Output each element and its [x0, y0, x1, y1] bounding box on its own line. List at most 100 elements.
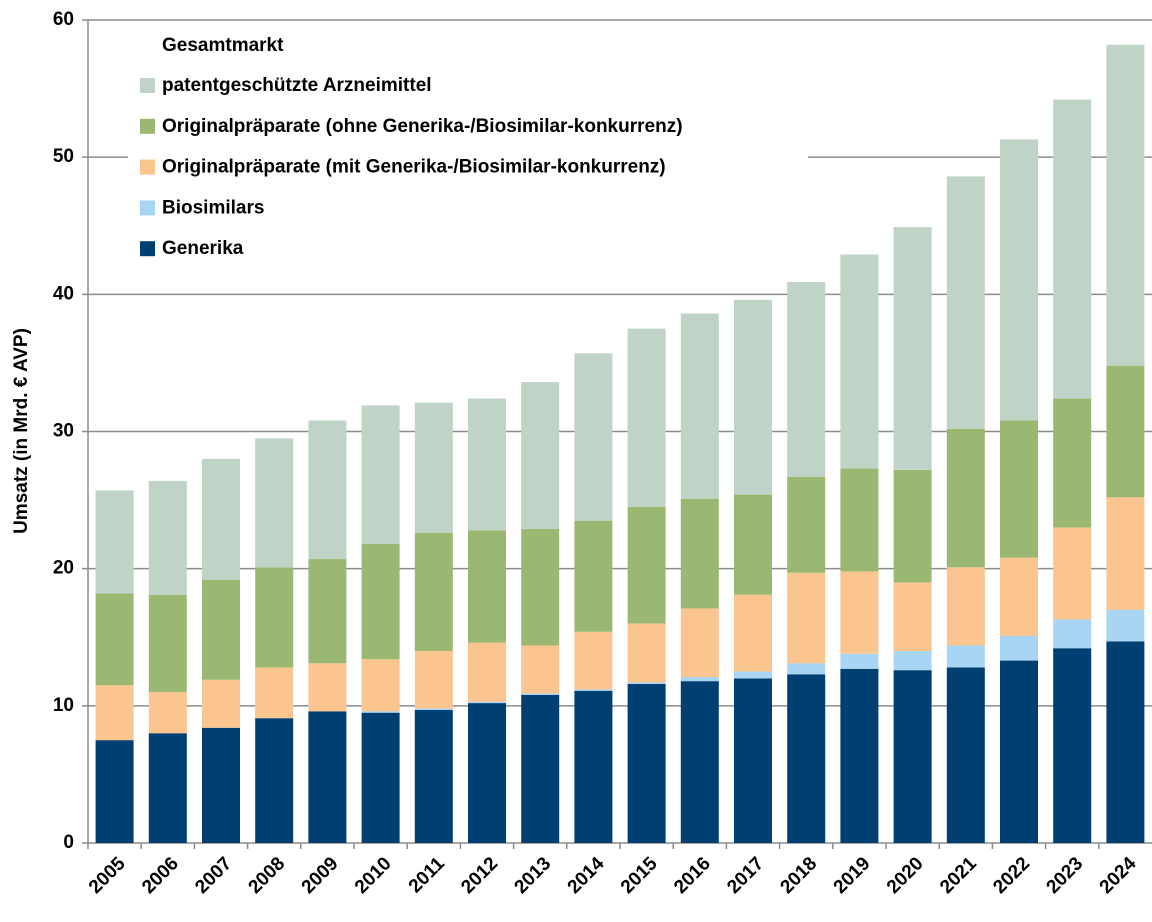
bar-segment — [468, 701, 506, 704]
bar-segment — [680, 498, 719, 609]
x-tick-label: 2011 — [405, 853, 449, 897]
bar-segment — [414, 709, 453, 843]
bar-segment — [468, 530, 506, 643]
x-tick-label: 2020 — [883, 853, 928, 898]
bar-segment — [787, 674, 826, 843]
bar-segment — [148, 692, 187, 734]
bar-segment — [574, 520, 613, 632]
x-tick-label: 2023 — [1043, 853, 1088, 898]
y-tick-label: 20 — [53, 558, 74, 579]
x-tick-label: 2012 — [457, 853, 502, 898]
x-tick-label: 2010 — [351, 853, 396, 898]
bar-segment — [734, 671, 772, 679]
bar-segment — [946, 667, 985, 843]
legend-label: Originalpräparate (ohne Generika-/Biosim… — [162, 116, 683, 137]
bar-segment — [1053, 619, 1092, 649]
x-tick-label: 2016 — [670, 853, 715, 898]
bar-segment — [521, 645, 560, 694]
bar-segment — [468, 703, 506, 843]
x-tick-label: 2007 — [191, 853, 236, 898]
legend-label: Generika — [162, 238, 244, 259]
bar-segment — [1053, 648, 1092, 843]
bar-segment — [680, 677, 719, 682]
bar-segment — [734, 678, 772, 843]
x-tick-label: 2009 — [298, 853, 343, 898]
bar-segment — [361, 659, 400, 712]
bar-segment — [893, 227, 932, 470]
legend-title: Gesamtmarkt — [162, 35, 284, 56]
x-tick-label: 2017 — [723, 853, 768, 898]
bar-segment — [734, 494, 772, 595]
x-tick-label: 2021 — [936, 853, 981, 898]
bar-segment — [414, 650, 453, 709]
y-tick-label: 40 — [53, 283, 74, 304]
bar-segment — [468, 642, 506, 702]
bar-segment — [148, 594, 187, 693]
bar-segment — [255, 567, 294, 668]
bar-segment — [361, 712, 400, 843]
legend-swatch — [140, 78, 155, 93]
bar-segment — [840, 571, 879, 654]
bar-segment — [308, 420, 347, 560]
bar-segment — [893, 469, 932, 583]
bar-segment — [414, 533, 453, 651]
legend-label: Originalpräparate (mit Generika-/Biosimi… — [162, 157, 666, 178]
bar-segment — [574, 631, 613, 690]
legend-swatch — [140, 241, 155, 257]
x-tick-label: 2008 — [245, 853, 290, 898]
bar-segment — [521, 528, 560, 646]
bar-segment — [680, 313, 719, 499]
legend-background — [128, 28, 808, 268]
bar-segment — [202, 458, 240, 580]
x-tick-label: 2005 — [85, 853, 130, 898]
x-tick-label: 2015 — [617, 853, 662, 898]
bar-segment — [893, 670, 932, 843]
bar-segment — [946, 176, 985, 429]
bar-segment — [1053, 527, 1092, 620]
bar-segment — [202, 579, 240, 680]
bar-segment — [574, 689, 613, 691]
bar-segment — [95, 490, 134, 594]
bar-segment — [255, 718, 294, 843]
bar-segment — [202, 679, 240, 728]
legend-label: patentgeschützte Arzneimittel — [162, 75, 432, 96]
x-tick-label: 2024 — [1096, 853, 1141, 898]
bar-segment — [521, 694, 560, 843]
bar-segment — [95, 685, 134, 741]
bar-segment — [255, 667, 294, 719]
bar-segment — [1106, 609, 1145, 642]
x-tick-label: 2014 — [564, 853, 609, 898]
bar-segment — [1106, 44, 1145, 366]
bar-segment — [1053, 398, 1092, 528]
y-tick-label: 10 — [53, 695, 74, 716]
legend-swatch — [140, 118, 155, 134]
bar-segment — [95, 740, 134, 843]
bar-segment — [840, 254, 879, 469]
bar-segment — [414, 402, 453, 534]
y-tick-label: 50 — [53, 146, 74, 167]
bar-segment — [202, 727, 240, 843]
legend-swatch — [140, 200, 155, 216]
bar-segment — [787, 572, 826, 664]
bar-segment — [1000, 420, 1038, 558]
legend-swatch — [140, 159, 155, 175]
bar-segment — [627, 506, 666, 624]
bar-segment — [893, 650, 932, 671]
bar-segment — [148, 733, 187, 843]
bar-segment — [734, 299, 772, 495]
bar-segment — [521, 382, 560, 529]
y-tick-label: 60 — [53, 9, 74, 30]
x-tick-label: 2018 — [777, 853, 822, 898]
bar-segment — [1106, 641, 1145, 843]
bar-segment — [627, 683, 666, 843]
bar-segment — [308, 559, 347, 664]
bar-segment — [787, 476, 826, 573]
bar-segment — [1106, 365, 1145, 498]
bar-segment — [1053, 99, 1092, 399]
bar-segment — [627, 682, 666, 684]
bar-segment — [627, 623, 666, 683]
bar-segment — [95, 593, 134, 686]
x-tick-label: 2022 — [989, 853, 1034, 898]
bar-segment — [255, 438, 294, 568]
